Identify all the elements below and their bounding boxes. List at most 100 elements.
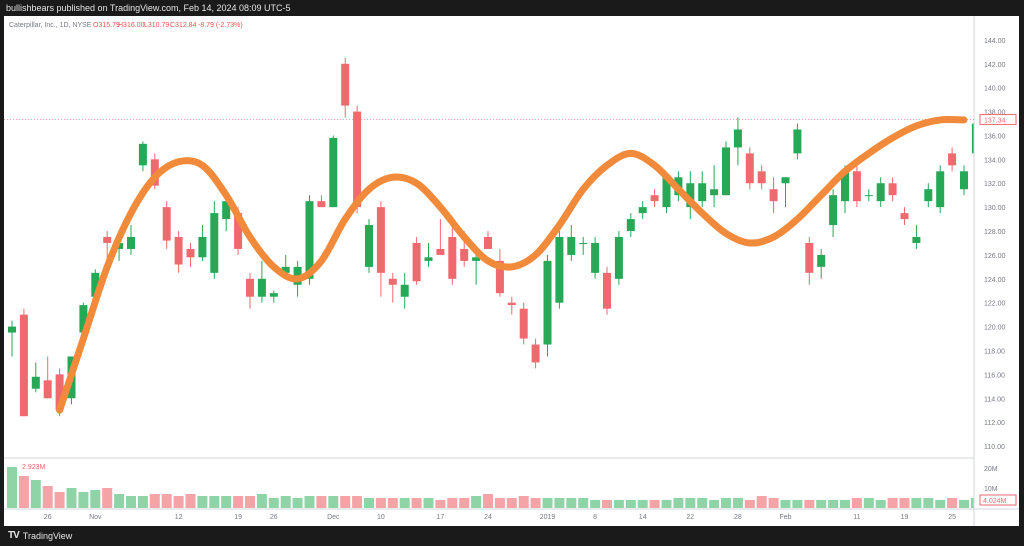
volume-bar [7, 467, 17, 508]
price-tick-label: 124.00 [984, 277, 1006, 284]
chart-frame[interactable]: 110.00 112.00 114.00 116.00 118.00 120.00 122.… [4, 16, 1019, 526]
time-tick-label: 12 [175, 514, 183, 521]
price-tick-label: 140.00 [984, 86, 1006, 93]
candle-body [246, 278, 254, 297]
volume-bar [875, 500, 886, 508]
legend-close: C312.84 [170, 22, 197, 29]
candle-body [936, 171, 945, 208]
candle-body [841, 171, 849, 202]
volume-bar [578, 498, 589, 508]
volume-bar [911, 498, 922, 508]
volume-layer [7, 467, 1019, 508]
volume-bar [828, 500, 839, 508]
last-volume-label: 4.024M [983, 498, 1007, 505]
time-tick-label: 10 [377, 514, 385, 521]
candle-body [365, 225, 373, 267]
volume-bar [375, 498, 386, 508]
volume-bar [399, 498, 410, 508]
time-tick-label: 26 [44, 514, 52, 521]
candle-body [281, 266, 290, 273]
volume-bar [780, 500, 791, 508]
candle-body [127, 237, 135, 249]
candle-body [769, 189, 778, 202]
time-tick-label: 24 [484, 514, 492, 521]
tradingview-logo-text: TradingView [22, 530, 73, 541]
candle-body [662, 177, 671, 208]
volume-bar [506, 498, 517, 508]
price-tick-label: 144.00 [984, 38, 1006, 45]
volume-bar [792, 500, 803, 508]
volume-bar [554, 498, 565, 508]
volume-bar [887, 498, 898, 508]
volume-bar [923, 498, 934, 508]
candle-body [650, 195, 659, 202]
volume-bar [185, 494, 196, 508]
volume-bar [304, 496, 315, 508]
candle-body [543, 260, 552, 345]
price-tick-label: 128.00 [984, 229, 1006, 236]
volume-bar [661, 500, 672, 508]
volume-bar [447, 498, 458, 508]
candle-body [519, 308, 528, 339]
legend-high: H316.00 [118, 22, 145, 29]
time-tick-label: 14 [639, 514, 647, 521]
time-tick-label: 25 [948, 514, 956, 521]
top-bar: bullishbears published on TradingView.co… [0, 0, 1024, 16]
candle-body [805, 242, 814, 273]
candle-body [495, 260, 504, 294]
volume-bar [804, 500, 815, 508]
volume-bar [161, 494, 172, 508]
candle-body [305, 201, 314, 279]
volume-bar [233, 496, 244, 508]
candle-body [924, 189, 933, 202]
candle-body [55, 374, 64, 411]
candle-body [174, 237, 183, 265]
volume-bar [90, 490, 101, 508]
candle-body [376, 207, 385, 273]
legend-open: O315.79 [93, 22, 120, 29]
volume-bar [30, 480, 41, 508]
price-tick-label: 130.00 [984, 205, 1006, 212]
volume-bar [66, 488, 77, 508]
candle-body [912, 237, 921, 243]
volume-bar [268, 498, 279, 508]
candle-body [138, 143, 147, 166]
volume-bar [697, 498, 708, 508]
volume-bar [292, 498, 303, 508]
volume-bar [721, 498, 731, 508]
volume-bar [649, 500, 660, 508]
last-volume-box [979, 494, 1017, 506]
volume-bar [364, 498, 374, 508]
price-tick-label: 120.00 [984, 325, 1006, 332]
candle-body [793, 129, 802, 154]
candle-body [531, 344, 540, 363]
volume-bar [637, 500, 648, 508]
candle-body [686, 183, 695, 208]
price-tick-label: 118.00 [984, 348, 1005, 355]
candle-body [603, 272, 611, 309]
volume-bar [197, 496, 208, 508]
time-tick-label: 11 [853, 514, 860, 521]
overlay-curve [56, 115, 968, 414]
candle-body [745, 153, 754, 184]
candlestick-chart[interactable]: 110.00112.00114.00116.00118.00120.00122.… [4, 16, 1019, 526]
volume-bar [863, 498, 874, 508]
volume-bar [959, 500, 969, 508]
candle-body [948, 153, 957, 166]
volume-bar [816, 500, 827, 508]
volume-tick-label: 10M [984, 486, 998, 493]
volume-bar [423, 498, 434, 508]
price-tick-label: 134.00 [984, 157, 1006, 164]
candle-layer [8, 57, 1016, 417]
time-tick-label: 19 [234, 514, 242, 521]
tradingview-logo[interactable]: TV TradingView [8, 530, 72, 541]
time-tick-label: 19 [901, 514, 909, 521]
volume-bar [851, 498, 862, 508]
candle-body [757, 171, 766, 184]
price-tick-label: 132.00 [984, 181, 1006, 188]
candle-body [567, 237, 576, 255]
candle-body [472, 257, 481, 261]
candle-body [436, 248, 445, 255]
candle-body [876, 183, 885, 202]
candle-body [8, 326, 16, 333]
